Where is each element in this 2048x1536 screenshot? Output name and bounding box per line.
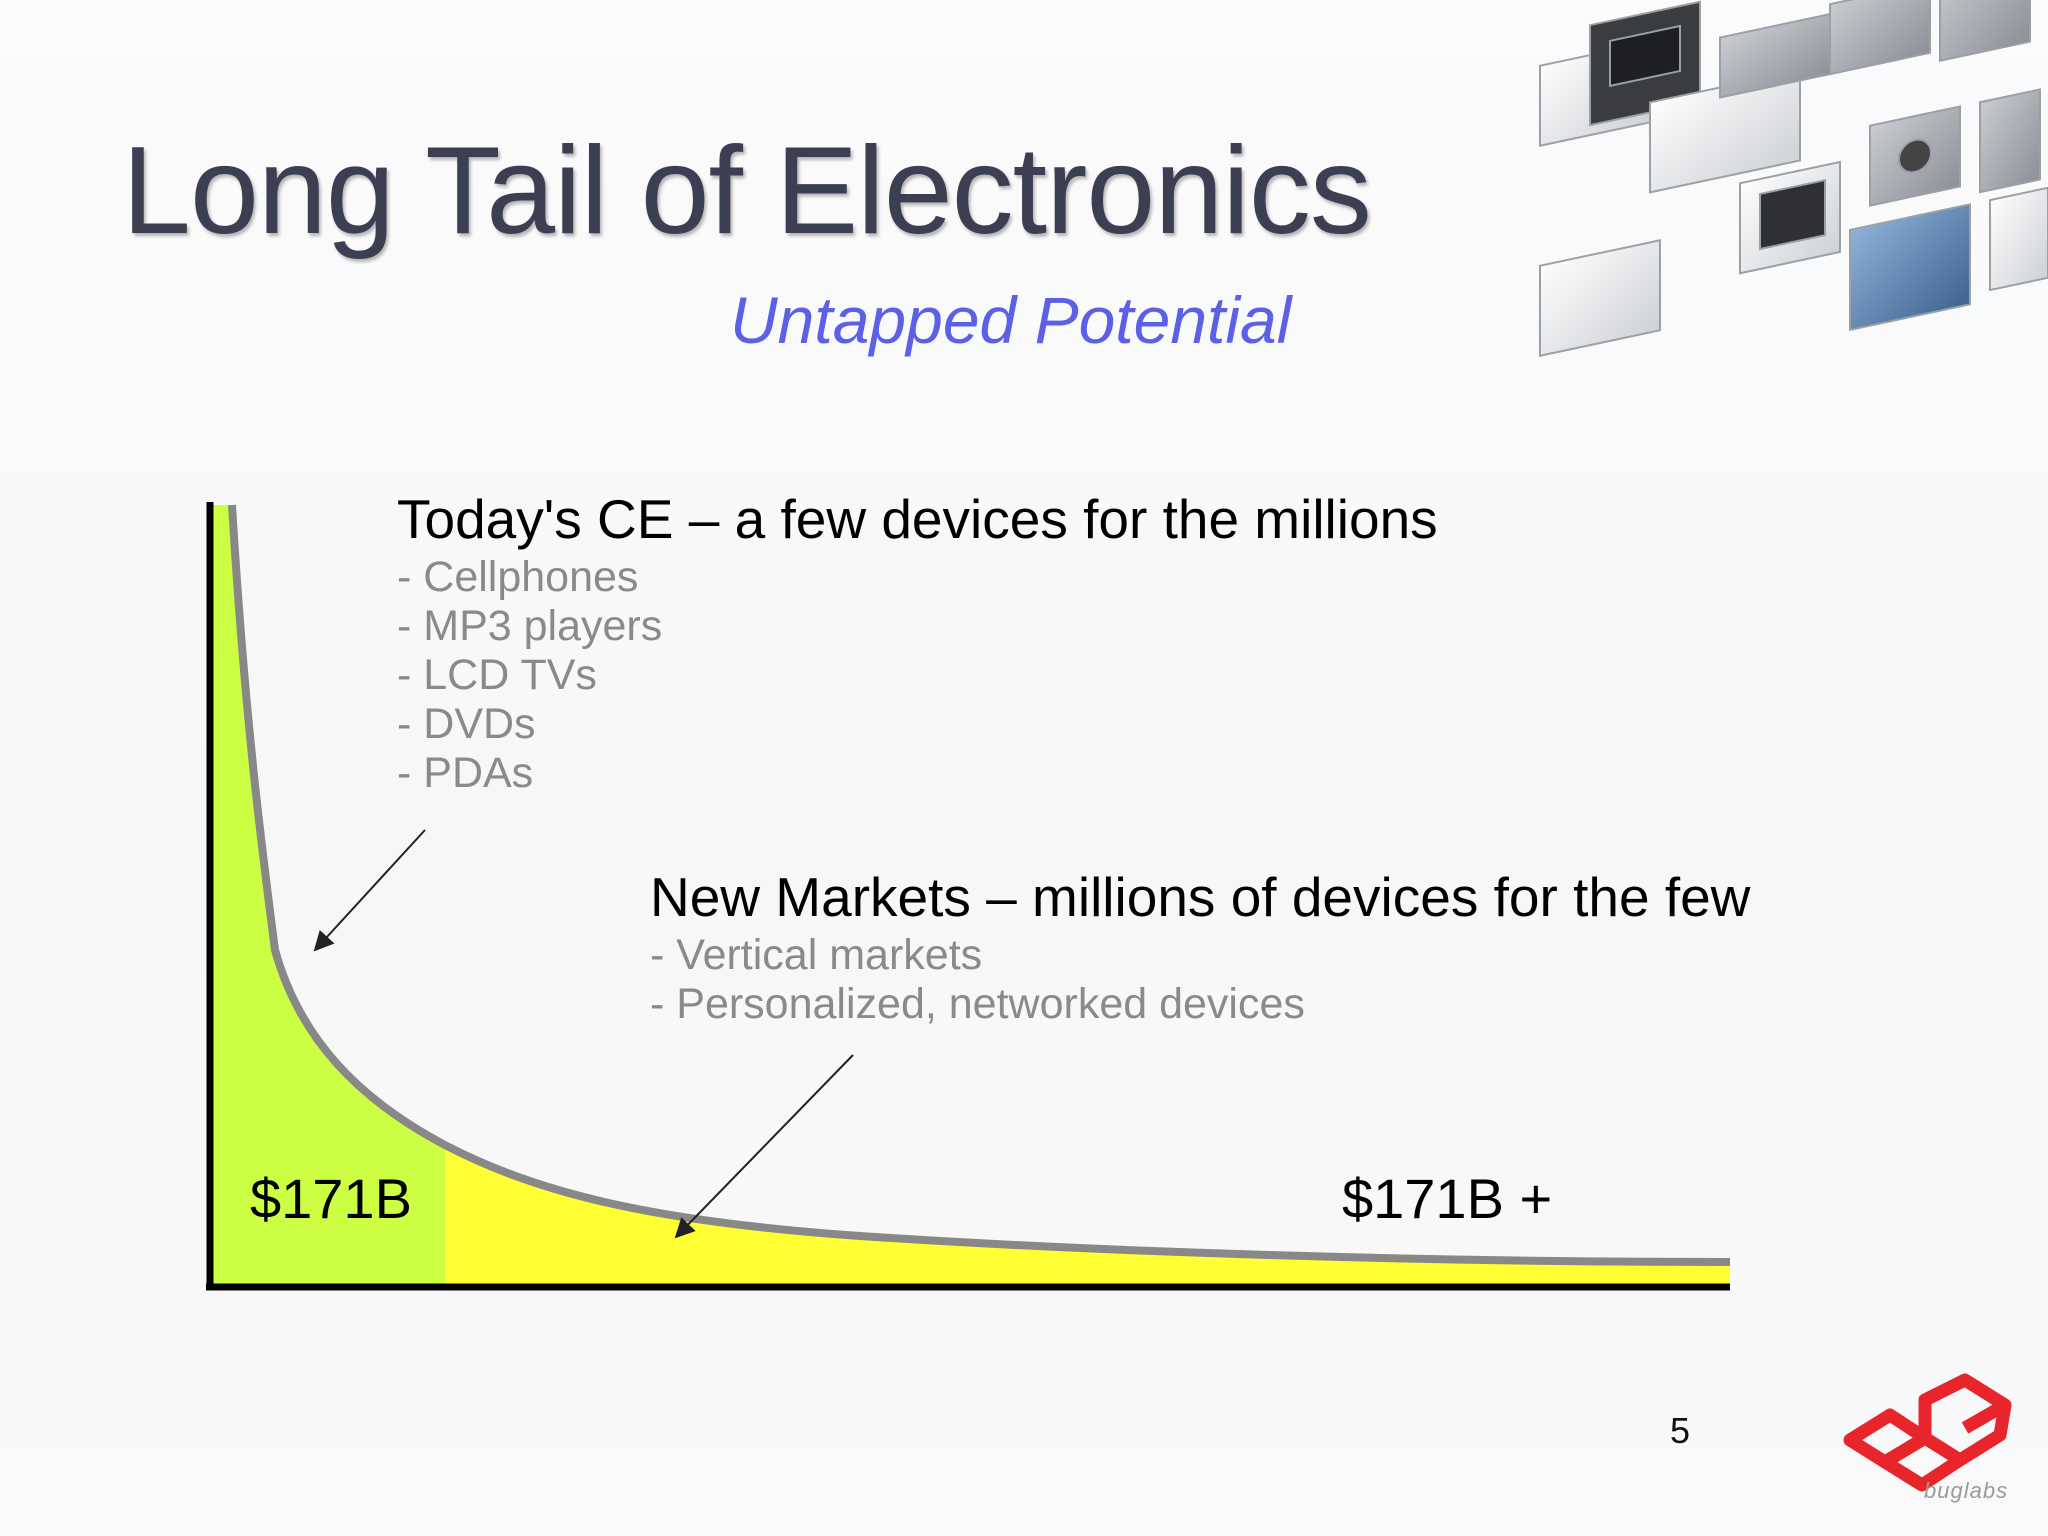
list-item: - Cellphones [397, 553, 639, 601]
tail-item-list: - Vertical markets - Personalized, netwo… [650, 931, 1750, 1029]
buglabs-logo-icon [1843, 1373, 2012, 1492]
list-item: - DVDs [397, 700, 536, 748]
slide-subtitle: Untapped Potential [730, 283, 1292, 357]
tail-value: $171B + [1342, 1167, 1553, 1230]
page-number: 5 [1670, 1410, 1691, 1451]
tail-heading: New Markets – millions of devices for th… [650, 866, 1751, 928]
tail-annotation: New Markets – millions of devices for th… [650, 870, 1750, 1029]
tail-region [445, 1145, 1730, 1284]
long-tail-curve [228, 504, 1731, 1266]
list-item: - PDAs [397, 749, 534, 797]
list-item: - Vertical markets [650, 931, 983, 979]
head-value: $171B [250, 1167, 412, 1230]
head-annotation: Today's CE – a few devices for the milli… [397, 492, 1438, 798]
head-region [210, 505, 445, 1284]
device-collage-image [1539, 0, 2048, 357]
head-arrow [313, 829, 426, 952]
list-item: - MP3 players [397, 602, 663, 650]
list-item: - Personalized, networked devices [650, 980, 1305, 1028]
head-heading: Today's CE – a few devices for the milli… [397, 488, 1438, 550]
tail-arrow [674, 1054, 854, 1239]
head-item-list: - Cellphones - MP3 players - LCD TVs - D… [397, 553, 1438, 798]
slide-title: Long Tail of Electronics [122, 122, 1372, 260]
logo-wordmark: buglabs [1924, 1478, 2009, 1503]
list-item: - LCD TVs [397, 651, 597, 699]
